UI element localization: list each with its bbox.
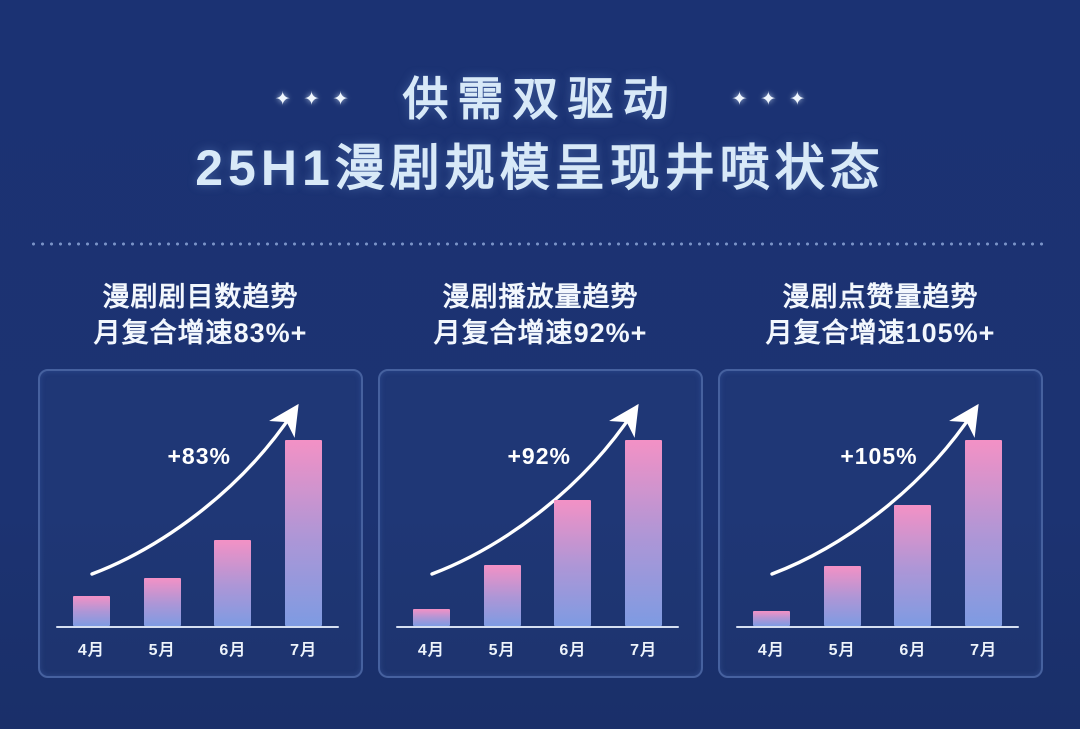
chart-heading: 漫剧剧目数趋势 月复合增速83%+ [38,279,363,351]
header: ✦ ✦ ✦ 供需双驱动 ✦ ✦ ✦ 25H1漫剧规模呈现井喷状态 [0,0,1080,197]
sparkle-stars-right-icon: ✦ ✦ ✦ [732,90,806,109]
x-axis-labels: 4月 5月 6月 7月 [736,636,1019,660]
dotted-divider [32,241,1048,247]
chart-panel: +92% 4月 5月 6月 7月 [378,369,703,678]
chart-title: 漫剧点赞量趋势 [782,282,979,312]
star-icon: ✦ [731,88,748,110]
chart-card-titles-count: 漫剧剧目数趋势 月复合增速83%+ +83% 4月 5月 6月 7月 [38,279,363,678]
chart-card-likes: 漫剧点赞量趋势 月复合增速105%+ +105% 4月 5月 6月 7月 [718,279,1043,678]
x-axis-label: 4月 [757,642,785,659]
bars-group [396,436,679,626]
bars-group [56,436,339,626]
chart-heading: 漫剧播放量趋势 月复合增速92%+ [378,279,703,351]
star-icon: ✦ [789,88,806,110]
page-subtitle: 25H1漫剧规模呈现井喷状态 [195,140,885,196]
bar [412,609,450,626]
star-icon: ✦ [760,88,777,110]
x-axis-labels: 4月 5月 6月 7月 [56,636,339,660]
x-axis-label: 6月 [899,642,927,659]
x-axis-label: 5月 [148,642,176,659]
x-axis-label: 7月 [290,642,318,659]
bar [285,440,323,626]
bar [625,440,663,626]
bar [554,500,592,626]
x-axis-label: 7月 [970,642,998,659]
chart-heading: 漫剧点赞量趋势 月复合增速105%+ [718,279,1043,351]
bar [72,596,110,626]
chart-card-plays: 漫剧播放量趋势 月复合增速92%+ +92% 4月 5月 6月 7月 [378,279,703,678]
bar [483,565,521,626]
bar [752,611,790,626]
chart-growth-line: 月复合增速92%+ [433,318,648,348]
x-axis-line [736,626,1019,628]
bars-group [736,436,1019,626]
x-axis-label: 5月 [828,642,856,659]
x-axis-label: 5月 [488,642,516,659]
chart-growth-line: 月复合增速83%+ [93,318,308,348]
chart-panel: +105% 4月 5月 6月 7月 [718,369,1043,678]
bar [965,440,1003,626]
growth-annotation: +83% [167,443,231,469]
chart-growth-line: 月复合增速105%+ [765,318,996,348]
bar [823,566,861,626]
x-axis-label: 6月 [559,642,587,659]
sparkle-stars-left-icon: ✦ ✦ ✦ [275,90,349,109]
title-row: ✦ ✦ ✦ 供需双驱动 ✦ ✦ ✦ [0,72,1080,126]
star-icon: ✦ [332,88,349,110]
star-icon: ✦ [274,88,291,110]
star-icon: ✦ [303,88,320,110]
growth-annotation: +105% [840,443,918,469]
bar [143,578,181,626]
page-title: 供需双驱动 [402,73,678,125]
chart-title: 漫剧播放量趋势 [442,282,639,312]
x-axis-labels: 4月 5月 6月 7月 [396,636,679,660]
x-axis-line [56,626,339,628]
chart-title: 漫剧剧目数趋势 [102,282,299,312]
x-axis-label: 4月 [77,642,105,659]
x-axis-line [396,626,679,628]
x-axis-label: 7月 [630,642,658,659]
chart-panel: +83% 4月 5月 6月 7月 [38,369,363,678]
x-axis-label: 6月 [219,642,247,659]
growth-annotation: +92% [507,443,571,469]
x-axis-label: 4月 [417,642,445,659]
bar [214,540,252,626]
charts-row: 漫剧剧目数趋势 月复合增速83%+ +83% 4月 5月 6月 7月 漫剧播放量趋势 … [0,247,1080,678]
bar [894,505,932,626]
